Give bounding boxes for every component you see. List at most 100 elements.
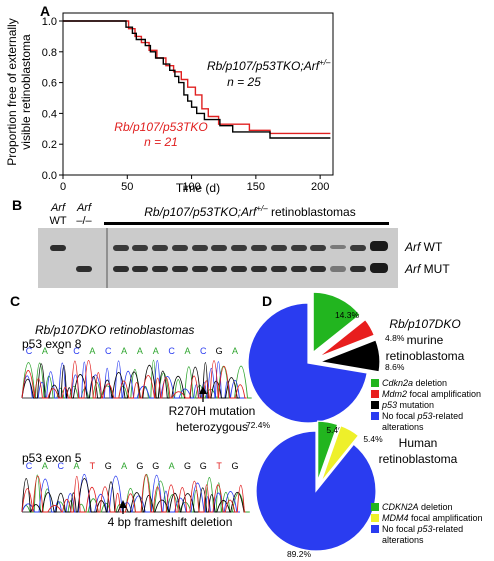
- base-call-C: C: [26, 461, 33, 471]
- base-call-G: G: [136, 461, 143, 471]
- gel-band-wt: [132, 245, 148, 251]
- legend-entry: No focal p53-related: [382, 524, 463, 534]
- band-label-arf-wt: Arf WT: [404, 240, 443, 254]
- gel-band-wt: [152, 245, 168, 251]
- x-tick-label: 150: [247, 181, 265, 193]
- gel-band-mut: [271, 266, 287, 272]
- gel-band-wt: [231, 245, 247, 251]
- gel-band-wt: [251, 245, 267, 251]
- y-tick-label: 1.0: [42, 16, 57, 28]
- x-tick-label: 50: [121, 181, 133, 193]
- trace-000000: [21, 477, 246, 513]
- survival-curves: [63, 20, 331, 139]
- series-label-black-sup: +/–: [319, 58, 331, 67]
- panel-b: B Arf WT Arf –/– Rb/p107/p53TKO;Arf+/– r…: [12, 197, 450, 288]
- base-call-G: G: [184, 461, 191, 471]
- y-axis-label-line2: visible retinoblastoma: [19, 34, 33, 150]
- gel-band-mut: [172, 266, 188, 272]
- legend-swatch: [371, 412, 379, 420]
- base-call-A: A: [184, 346, 190, 356]
- legend-entry-rest: deletion: [419, 502, 453, 512]
- pie-slice: [318, 318, 376, 358]
- panel-c-label: C: [10, 293, 20, 309]
- legend-entry: CDKN2A deletion: [382, 502, 453, 512]
- legend-swatch: [371, 503, 379, 511]
- series-n-red: n = 21: [144, 135, 178, 149]
- base-call-C: C: [26, 346, 33, 356]
- survival-curve-line: [63, 20, 331, 139]
- lane-label-arf-ko-sub: –/–: [76, 215, 92, 227]
- band-label-arf-wt-main: Arf: [404, 240, 422, 254]
- panel-a: A Proportion free of externally visible …: [5, 3, 334, 195]
- gel-band-wt: [113, 245, 129, 251]
- base-call-A: A: [121, 461, 127, 471]
- legend-swatch: [371, 525, 379, 533]
- y-tick-label: 0.2: [42, 139, 57, 151]
- trace-2a3cf0: [21, 360, 246, 399]
- legend-entry: Mdm2 focal amplification: [382, 389, 481, 399]
- pie-slice-value-label: 14.3%: [335, 310, 360, 320]
- pie-slice-value-label: 5.4%: [326, 425, 346, 435]
- exon5-label: p53 exon 5: [22, 451, 82, 465]
- gel-band-mut: [211, 266, 227, 272]
- tumor-group-label: Rb/p107/p53TKO;Arf+/– retinoblastomas: [144, 204, 355, 219]
- legend-entry-rest: focal amplification: [409, 513, 483, 523]
- gel-band-mut: [350, 266, 366, 272]
- exon8-annotation-line2: heterozygous: [176, 420, 248, 434]
- gel-band-ladder: [370, 263, 388, 273]
- base-call-T: T: [90, 461, 96, 471]
- pie1-title-line3: retinoblastoma: [386, 349, 465, 363]
- base-call-G: G: [57, 346, 64, 356]
- panel-d-label: D: [262, 293, 272, 309]
- tumor-group-label-rest: retinoblastomas: [268, 205, 356, 219]
- lane-label-arf-ko-main: Arf: [76, 202, 92, 214]
- pie-slice: [312, 291, 361, 354]
- exon5-arrowhead: [119, 500, 127, 508]
- base-call-C: C: [200, 346, 207, 356]
- tumor-group-label-main: Rb/p107/p53TKO;Arf: [144, 205, 258, 219]
- exon5-chromatogram: [21, 474, 250, 513]
- legend-swatch: [371, 401, 379, 409]
- base-call-A: A: [137, 346, 143, 356]
- exon8-annotation-line1: R270H mutation: [169, 404, 256, 418]
- base-call-A: A: [121, 346, 127, 356]
- gel-band-mut: [330, 266, 346, 272]
- base-call-T: T: [216, 461, 222, 471]
- legend-entry: p53 mutation: [381, 400, 434, 410]
- band-label-arf-mut-main: Arf: [404, 262, 422, 276]
- legend-swatch: [371, 390, 379, 398]
- plot-frame: [62, 12, 334, 176]
- legend-entry-main: p53: [381, 400, 397, 410]
- survival-curve-line: [63, 20, 331, 135]
- legend-entry-rest: focal amplification: [407, 389, 481, 399]
- lane-label-arf-wt-main: Arf: [50, 202, 66, 214]
- lane-label-arf-wt-sub: WT: [49, 215, 66, 227]
- y-axis-ticks: 0.0 0.2 0.4 0.6 0.8 1.0: [42, 16, 63, 182]
- pie-chart-human: 5.4% 5.4% 89.2%: [255, 420, 383, 559]
- gel-band-mut: [231, 266, 247, 272]
- legend-entry-main: Cdkn2a: [382, 378, 413, 388]
- gel-band-mut: [152, 266, 168, 272]
- y-tick-label: 0.6: [42, 78, 57, 90]
- x-tick-label: 200: [311, 181, 329, 193]
- legend-entry-main: MDM4: [382, 513, 409, 523]
- legend-entry-line2: alterations: [382, 535, 424, 545]
- exon5-annotation: 4 bp frameshift deletion: [108, 515, 233, 529]
- gel-band-mut: [291, 266, 307, 272]
- legend-entry-main: p53: [417, 524, 433, 534]
- x-axis-ticks: 0 50 100 150 200: [60, 175, 329, 193]
- pie-slice: [255, 430, 377, 552]
- pie-slice-value-label: 4.8%: [385, 333, 405, 343]
- base-call-G: G: [200, 461, 207, 471]
- base-call-C: C: [73, 346, 80, 356]
- base-call-A: A: [42, 461, 48, 471]
- legend-entry-rest: -related: [433, 524, 464, 534]
- gel-bands: [50, 241, 388, 273]
- panel-a-label: A: [40, 3, 50, 19]
- gel-band-wt: [271, 245, 287, 251]
- band-label-arf-wt-rest: WT: [420, 240, 443, 254]
